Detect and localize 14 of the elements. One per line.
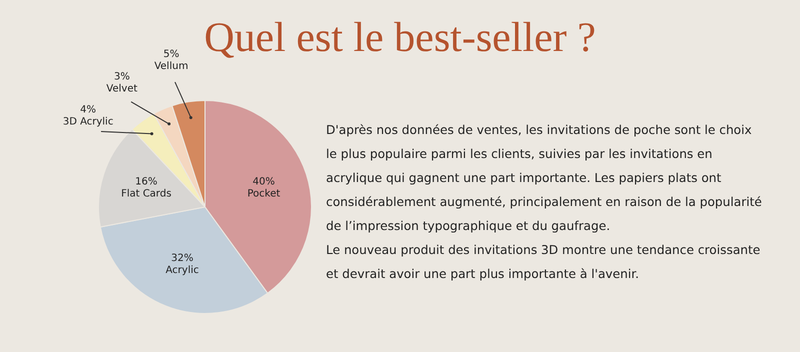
slice-label: Vellum [154, 61, 188, 72]
data-label: 40% [252, 176, 275, 188]
text: D'après nos données de ventes, les invitations de poche sont le choix le plus populaire parmi les clients, suivies par les invitations en acrylique qui gagnent une part importante. Les papiers plats ont considérablement augmenté, principalement en raison de la popularité de l’impression typographique et du gaufrage. Le nouveau produit des invitations 3D montre une tendance croissante et devrait avoir une part plus importante à l'avenir. [326, 122, 763, 283]
slice-label: Acrylic [166, 265, 199, 276]
data-label: 5% [163, 49, 180, 60]
slice-label: Pocket [247, 188, 280, 200]
slice-label: 3D Acrylic [62, 116, 114, 128]
slice-label: Flat Cards [121, 188, 172, 200]
slice-label: Velvet [106, 83, 138, 94]
data-label: 3% [114, 71, 130, 82]
data-label: 4% [80, 104, 96, 116]
text: Quel est le best-seller ? [204, 15, 596, 61]
data-label: 16% [135, 176, 158, 188]
data-label: 32% [171, 253, 194, 264]
